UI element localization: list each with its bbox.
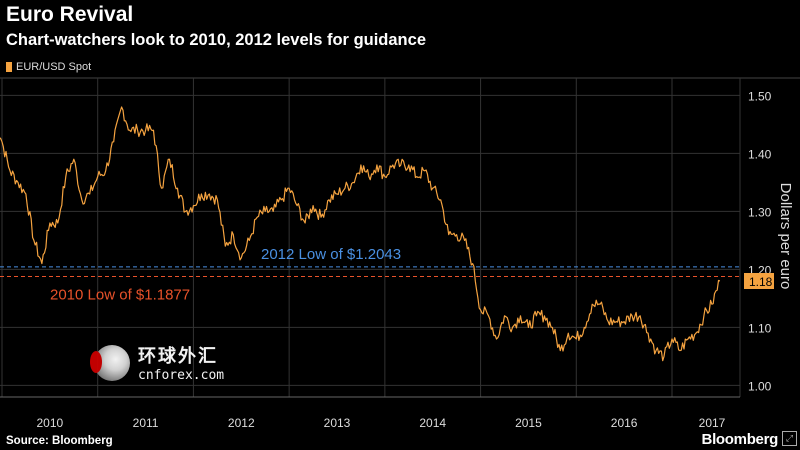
source-label: Source: Bloomberg [6,435,113,447]
series-layer [0,106,721,362]
legend: EUR/USD Spot [6,61,91,73]
chart-subtitle: Chart-watchers look to 2010, 2012 levels… [6,31,426,49]
watermark-chinese: 环球外汇 [138,346,218,367]
watermark: 环球外汇 cnforex.com [90,342,225,383]
y-tick-label: 1.40 [748,147,772,161]
expand-icon[interactable]: ⤢ [782,431,797,446]
brand-logo: Bloomberg [701,431,779,448]
reference-lines: 2012 Low of $1.2043 2010 Low of $1.1877 [0,246,740,304]
watermark-logo-icon [90,344,130,381]
last-value-badge [744,273,774,289]
legend-label: EUR/USD Spot [16,61,92,73]
x-tick-label: 2012 [228,416,255,430]
y-tick-label: 1.00 [748,379,772,393]
x-tick-label: 2014 [419,416,446,430]
grid [0,77,800,398]
x-tick-label: 2016 [611,416,638,430]
reference-label: 2012 Low of $1.2043 [261,246,401,263]
watermark-url: cnforex.com [138,368,225,383]
last-value-label: 1.18 [749,275,773,289]
y-tick-label: 1.10 [748,321,772,335]
y-tick-label: 1.30 [748,205,772,219]
x-tick-label: 2017 [699,416,726,430]
x-tick-label: 2015 [515,416,542,430]
x-tick-label: 2010 [37,416,64,430]
legend-swatch [6,62,12,72]
series-line-eur-usd [0,106,721,362]
chart-title: Euro Revival [6,3,134,26]
x-tick-label: 2013 [324,416,351,430]
reference-label: 2010 Low of $1.1877 [50,287,190,304]
y-axis-title: Dollars per euro [777,183,794,290]
x-tick-label: 2011 [133,416,159,430]
y-tick-label: 1.50 [748,89,772,103]
